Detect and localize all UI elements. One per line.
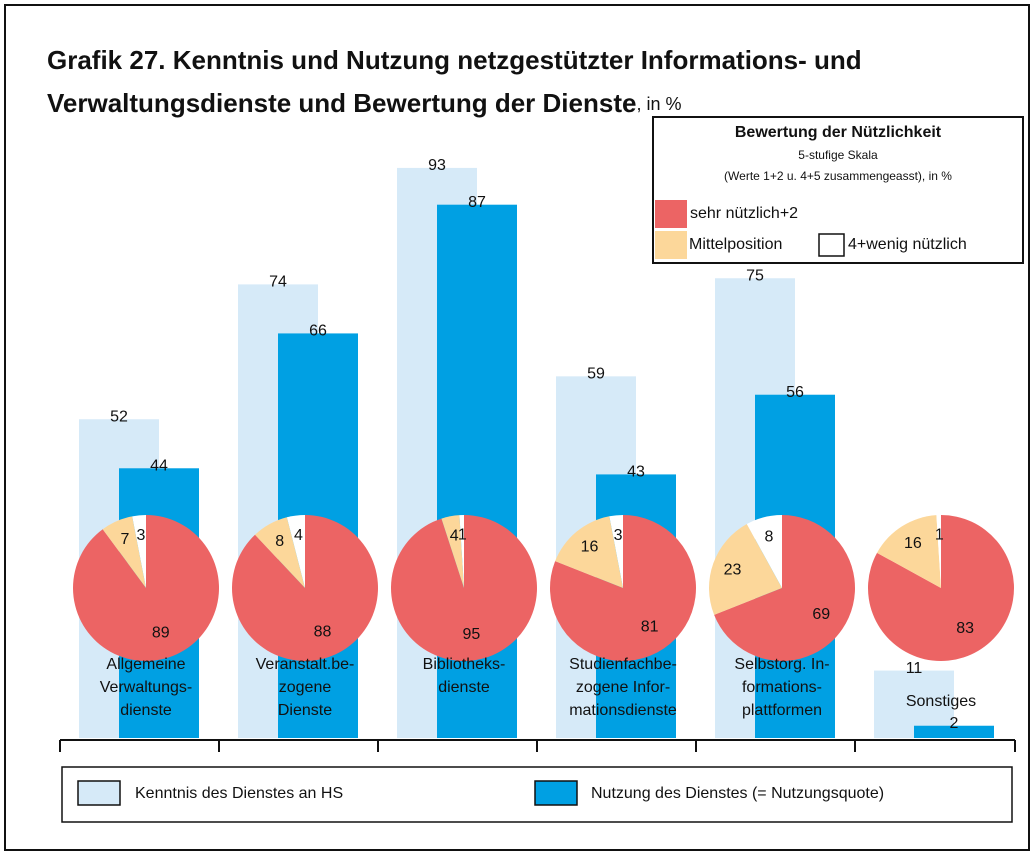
pie-label: 4 <box>294 527 303 544</box>
pie-label: 16 <box>581 539 599 556</box>
legend-swatch <box>655 200 687 228</box>
legend-label: Kenntnis des Dienstes an HS <box>135 785 343 802</box>
category-label: Veranstalt.be- <box>256 656 355 673</box>
pie-slice <box>132 515 146 588</box>
bar <box>914 725 994 738</box>
category-label: dienste <box>438 679 490 696</box>
category-label: Sonstiges <box>906 693 976 710</box>
legend-subtitle: 5-stufige Skala <box>798 148 878 162</box>
bar-legend: Kenntnis des Dienstes an HS Nutzung des … <box>61 766 1013 823</box>
pie-label: 23 <box>724 561 742 578</box>
category-label: Allgemeine <box>106 656 185 673</box>
pie-label: 1 <box>458 527 467 544</box>
category-label: Selbstorg. In- <box>734 656 829 673</box>
labels: 52749359751144668743562AllgemeineVerwalt… <box>100 157 976 732</box>
value-label: 44 <box>150 457 168 474</box>
pie-label: 69 <box>812 606 830 623</box>
pie-legend: Bewertung der Nützlichkeit 5-stufige Ska… <box>652 116 1024 264</box>
pie-label: 1 <box>935 527 944 544</box>
legend-subtitle: (Werte 1+2 u. 4+5 zusammengeasst), in % <box>724 169 952 183</box>
legend-swatch <box>534 780 578 806</box>
value-label: 93 <box>428 157 446 174</box>
chart-title-suffix: , in % <box>636 94 681 114</box>
chart-title: Verwaltungsdienste und Bewertung der Die… <box>47 88 636 118</box>
value-label: 74 <box>269 274 287 291</box>
value-label: 56 <box>786 384 804 401</box>
pie-label: 88 <box>314 623 332 640</box>
pie-label: 3 <box>614 527 623 544</box>
value-label: 52 <box>110 408 128 425</box>
category-label: Dienste <box>278 702 332 719</box>
chart-title: Verwaltungsdienste und Bewertung der Die… <box>47 88 681 118</box>
pie-slice <box>714 515 855 661</box>
pie-slice <box>936 515 941 588</box>
category-label: mationsdienste <box>569 702 677 719</box>
legend-title: Bewertung der Nützlichkeit <box>735 124 942 141</box>
value-label: 43 <box>627 464 645 481</box>
pie-label: 8 <box>275 533 284 550</box>
x-axis <box>59 739 1016 752</box>
pie-label: 89 <box>152 624 170 641</box>
chart-title: Grafik 27. Kenntnis und Nutzung netzgest… <box>47 45 862 75</box>
pie-label: 83 <box>956 620 974 637</box>
pie-label: 81 <box>641 618 659 635</box>
value-label: 75 <box>746 267 764 284</box>
pie-slice <box>746 515 782 588</box>
category-label: formations- <box>742 679 822 696</box>
pie-slice <box>867 515 1014 661</box>
pie-slice <box>286 515 305 588</box>
category-label: Verwaltungs- <box>100 679 193 696</box>
legend-label: 4+wenig nützlich <box>848 236 967 253</box>
value-label: 2 <box>950 715 959 732</box>
legend-label: Nutzung des Dienstes (= Nutzungsquote) <box>591 785 884 802</box>
category-label: Bibliotheks- <box>423 656 506 673</box>
pie-slice <box>709 524 782 615</box>
pie-label: 95 <box>463 626 481 643</box>
pies <box>73 515 1014 661</box>
legend-swatch <box>818 233 845 257</box>
pie-label: 3 <box>137 527 146 544</box>
value-label: 66 <box>309 323 327 340</box>
pie-slice <box>441 515 464 588</box>
pie-slice <box>255 517 305 588</box>
value-label: 59 <box>587 366 605 383</box>
legend-label: Mittelposition <box>689 236 782 253</box>
pie-label: 8 <box>764 528 773 545</box>
category-label: zogene Infor- <box>576 679 670 696</box>
pie-slice <box>555 516 623 588</box>
category-label: zogene <box>279 679 332 696</box>
legend-swatch <box>655 231 687 259</box>
legend-swatch <box>77 780 121 806</box>
pie-label: 4 <box>450 528 459 545</box>
pie-slice <box>459 515 464 588</box>
pie-slice <box>609 515 623 588</box>
category-label: plattformen <box>742 702 822 719</box>
pie-label: 16 <box>904 535 922 552</box>
category-label: Studienfachbe- <box>569 656 677 673</box>
value-label: 87 <box>468 194 486 211</box>
pie-slice <box>102 516 146 588</box>
legend-label: sehr nützlich+2 <box>690 205 798 222</box>
value-label: 11 <box>906 660 923 677</box>
pie-label: 7 <box>120 531 129 548</box>
category-label: dienste <box>120 702 172 719</box>
pie-slice <box>877 515 941 588</box>
